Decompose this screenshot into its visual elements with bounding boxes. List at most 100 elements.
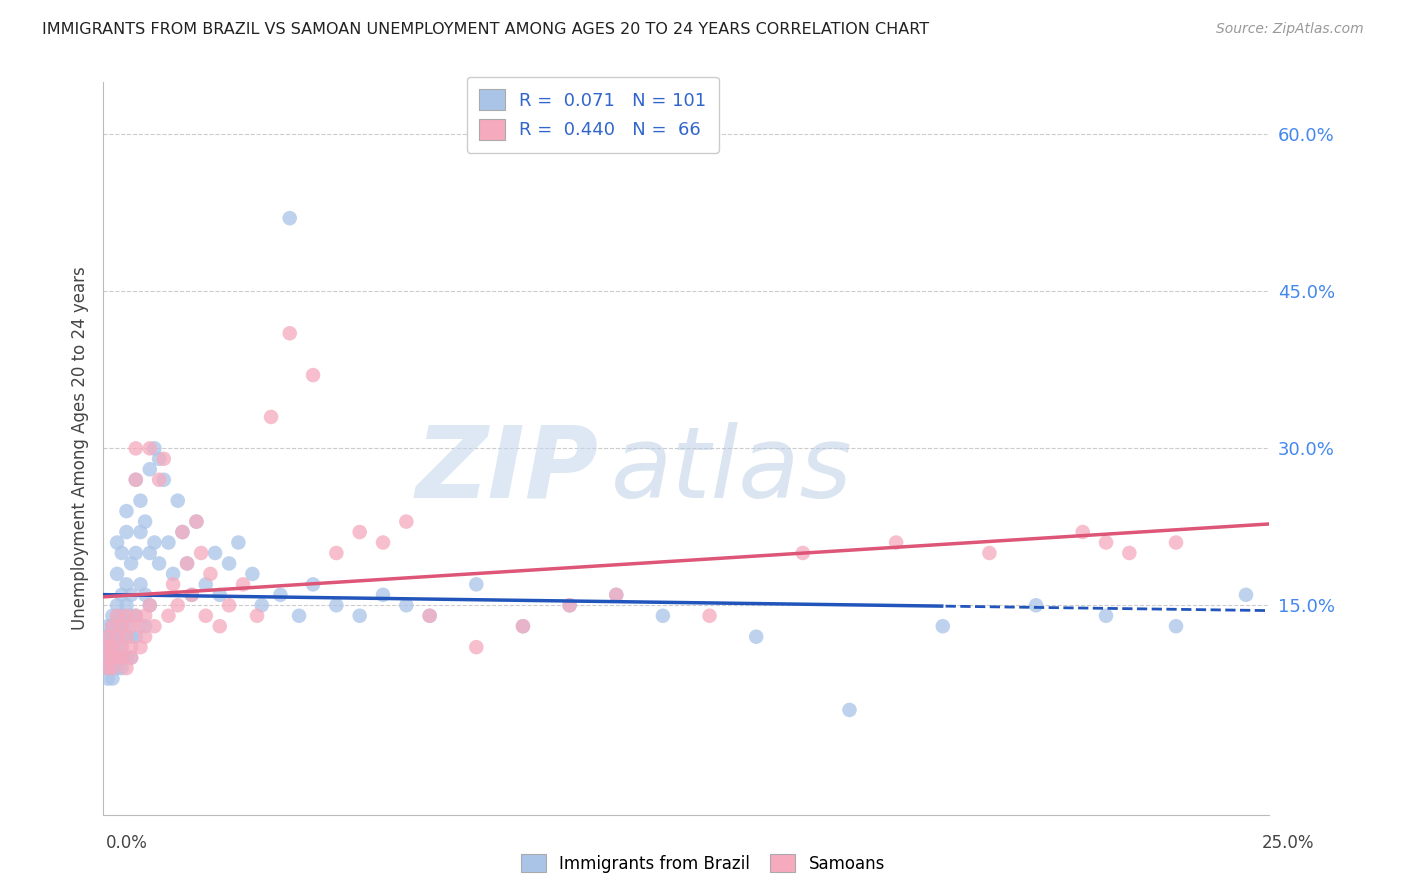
Point — [101, 661, 124, 675]
Point — [134, 608, 156, 623]
Text: ZIP: ZIP — [416, 422, 599, 519]
Point — [101, 661, 124, 675]
Point — [143, 442, 166, 456]
Point — [120, 608, 142, 623]
Point — [512, 619, 534, 633]
Point — [180, 588, 202, 602]
Point — [125, 473, 148, 487]
Point — [162, 577, 184, 591]
Point — [115, 650, 138, 665]
Point — [115, 524, 138, 539]
Point — [105, 630, 128, 644]
Point — [91, 630, 114, 644]
Point — [166, 493, 188, 508]
Point — [148, 473, 170, 487]
Point — [325, 599, 347, 613]
Point — [745, 630, 768, 644]
Point — [105, 650, 128, 665]
Point — [699, 608, 721, 623]
Point — [1095, 535, 1118, 549]
Point — [105, 608, 128, 623]
Point — [97, 661, 120, 675]
Point — [152, 451, 174, 466]
Point — [395, 599, 418, 613]
Point — [105, 661, 128, 675]
Point — [139, 546, 162, 560]
Point — [129, 619, 152, 633]
Point — [172, 524, 194, 539]
Point — [101, 608, 124, 623]
Point — [143, 535, 166, 549]
Point — [129, 524, 152, 539]
Point — [218, 599, 240, 613]
Text: Source: ZipAtlas.com: Source: ZipAtlas.com — [1216, 22, 1364, 37]
Point — [97, 640, 120, 655]
Point — [465, 577, 488, 591]
Point — [162, 566, 184, 581]
Legend: Immigrants from Brazil, Samoans: Immigrants from Brazil, Samoans — [515, 847, 891, 880]
Point — [101, 619, 124, 633]
Point — [105, 608, 128, 623]
Point — [512, 619, 534, 633]
Point — [349, 524, 371, 539]
Point — [105, 650, 128, 665]
Point — [97, 672, 120, 686]
Point — [101, 650, 124, 665]
Point — [115, 619, 138, 633]
Legend: R =  0.071   N = 101, R =  0.440   N =  66: R = 0.071 N = 101, R = 0.440 N = 66 — [467, 77, 718, 153]
Point — [419, 608, 441, 623]
Point — [1234, 588, 1257, 602]
Point — [1164, 535, 1187, 549]
Point — [97, 640, 120, 655]
Point — [115, 608, 138, 623]
Point — [148, 451, 170, 466]
Point — [200, 566, 222, 581]
Point — [97, 661, 120, 675]
Point — [91, 661, 114, 675]
Point — [349, 608, 371, 623]
Point — [120, 650, 142, 665]
Point — [395, 515, 418, 529]
Point — [125, 473, 148, 487]
Point — [288, 608, 311, 623]
Point — [101, 640, 124, 655]
Point — [208, 619, 231, 633]
Point — [105, 619, 128, 633]
Point — [1071, 524, 1094, 539]
Text: IMMIGRANTS FROM BRAZIL VS SAMOAN UNEMPLOYMENT AMONG AGES 20 TO 24 YEARS CORRELAT: IMMIGRANTS FROM BRAZIL VS SAMOAN UNEMPLO… — [42, 22, 929, 37]
Point — [186, 515, 208, 529]
Point — [246, 608, 269, 623]
Point — [101, 640, 124, 655]
Point — [371, 535, 394, 549]
Text: 0.0%: 0.0% — [105, 834, 148, 852]
Point — [1164, 619, 1187, 633]
Point — [105, 640, 128, 655]
Point — [105, 566, 128, 581]
Point — [218, 557, 240, 571]
Point — [134, 588, 156, 602]
Point — [134, 619, 156, 633]
Point — [232, 577, 254, 591]
Point — [115, 504, 138, 518]
Point — [139, 462, 162, 476]
Y-axis label: Unemployment Among Ages 20 to 24 years: Unemployment Among Ages 20 to 24 years — [72, 267, 89, 631]
Point — [129, 640, 152, 655]
Point — [979, 546, 1001, 560]
Point — [932, 619, 955, 633]
Point — [101, 640, 124, 655]
Point — [134, 630, 156, 644]
Point — [105, 650, 128, 665]
Text: atlas: atlas — [610, 422, 852, 519]
Point — [884, 535, 907, 549]
Point — [97, 630, 120, 644]
Point — [250, 599, 273, 613]
Point — [605, 588, 627, 602]
Point — [111, 650, 134, 665]
Point — [172, 524, 194, 539]
Point — [91, 650, 114, 665]
Point — [120, 619, 142, 633]
Point — [419, 608, 441, 623]
Point — [115, 630, 138, 644]
Point — [558, 599, 581, 613]
Point — [651, 608, 673, 623]
